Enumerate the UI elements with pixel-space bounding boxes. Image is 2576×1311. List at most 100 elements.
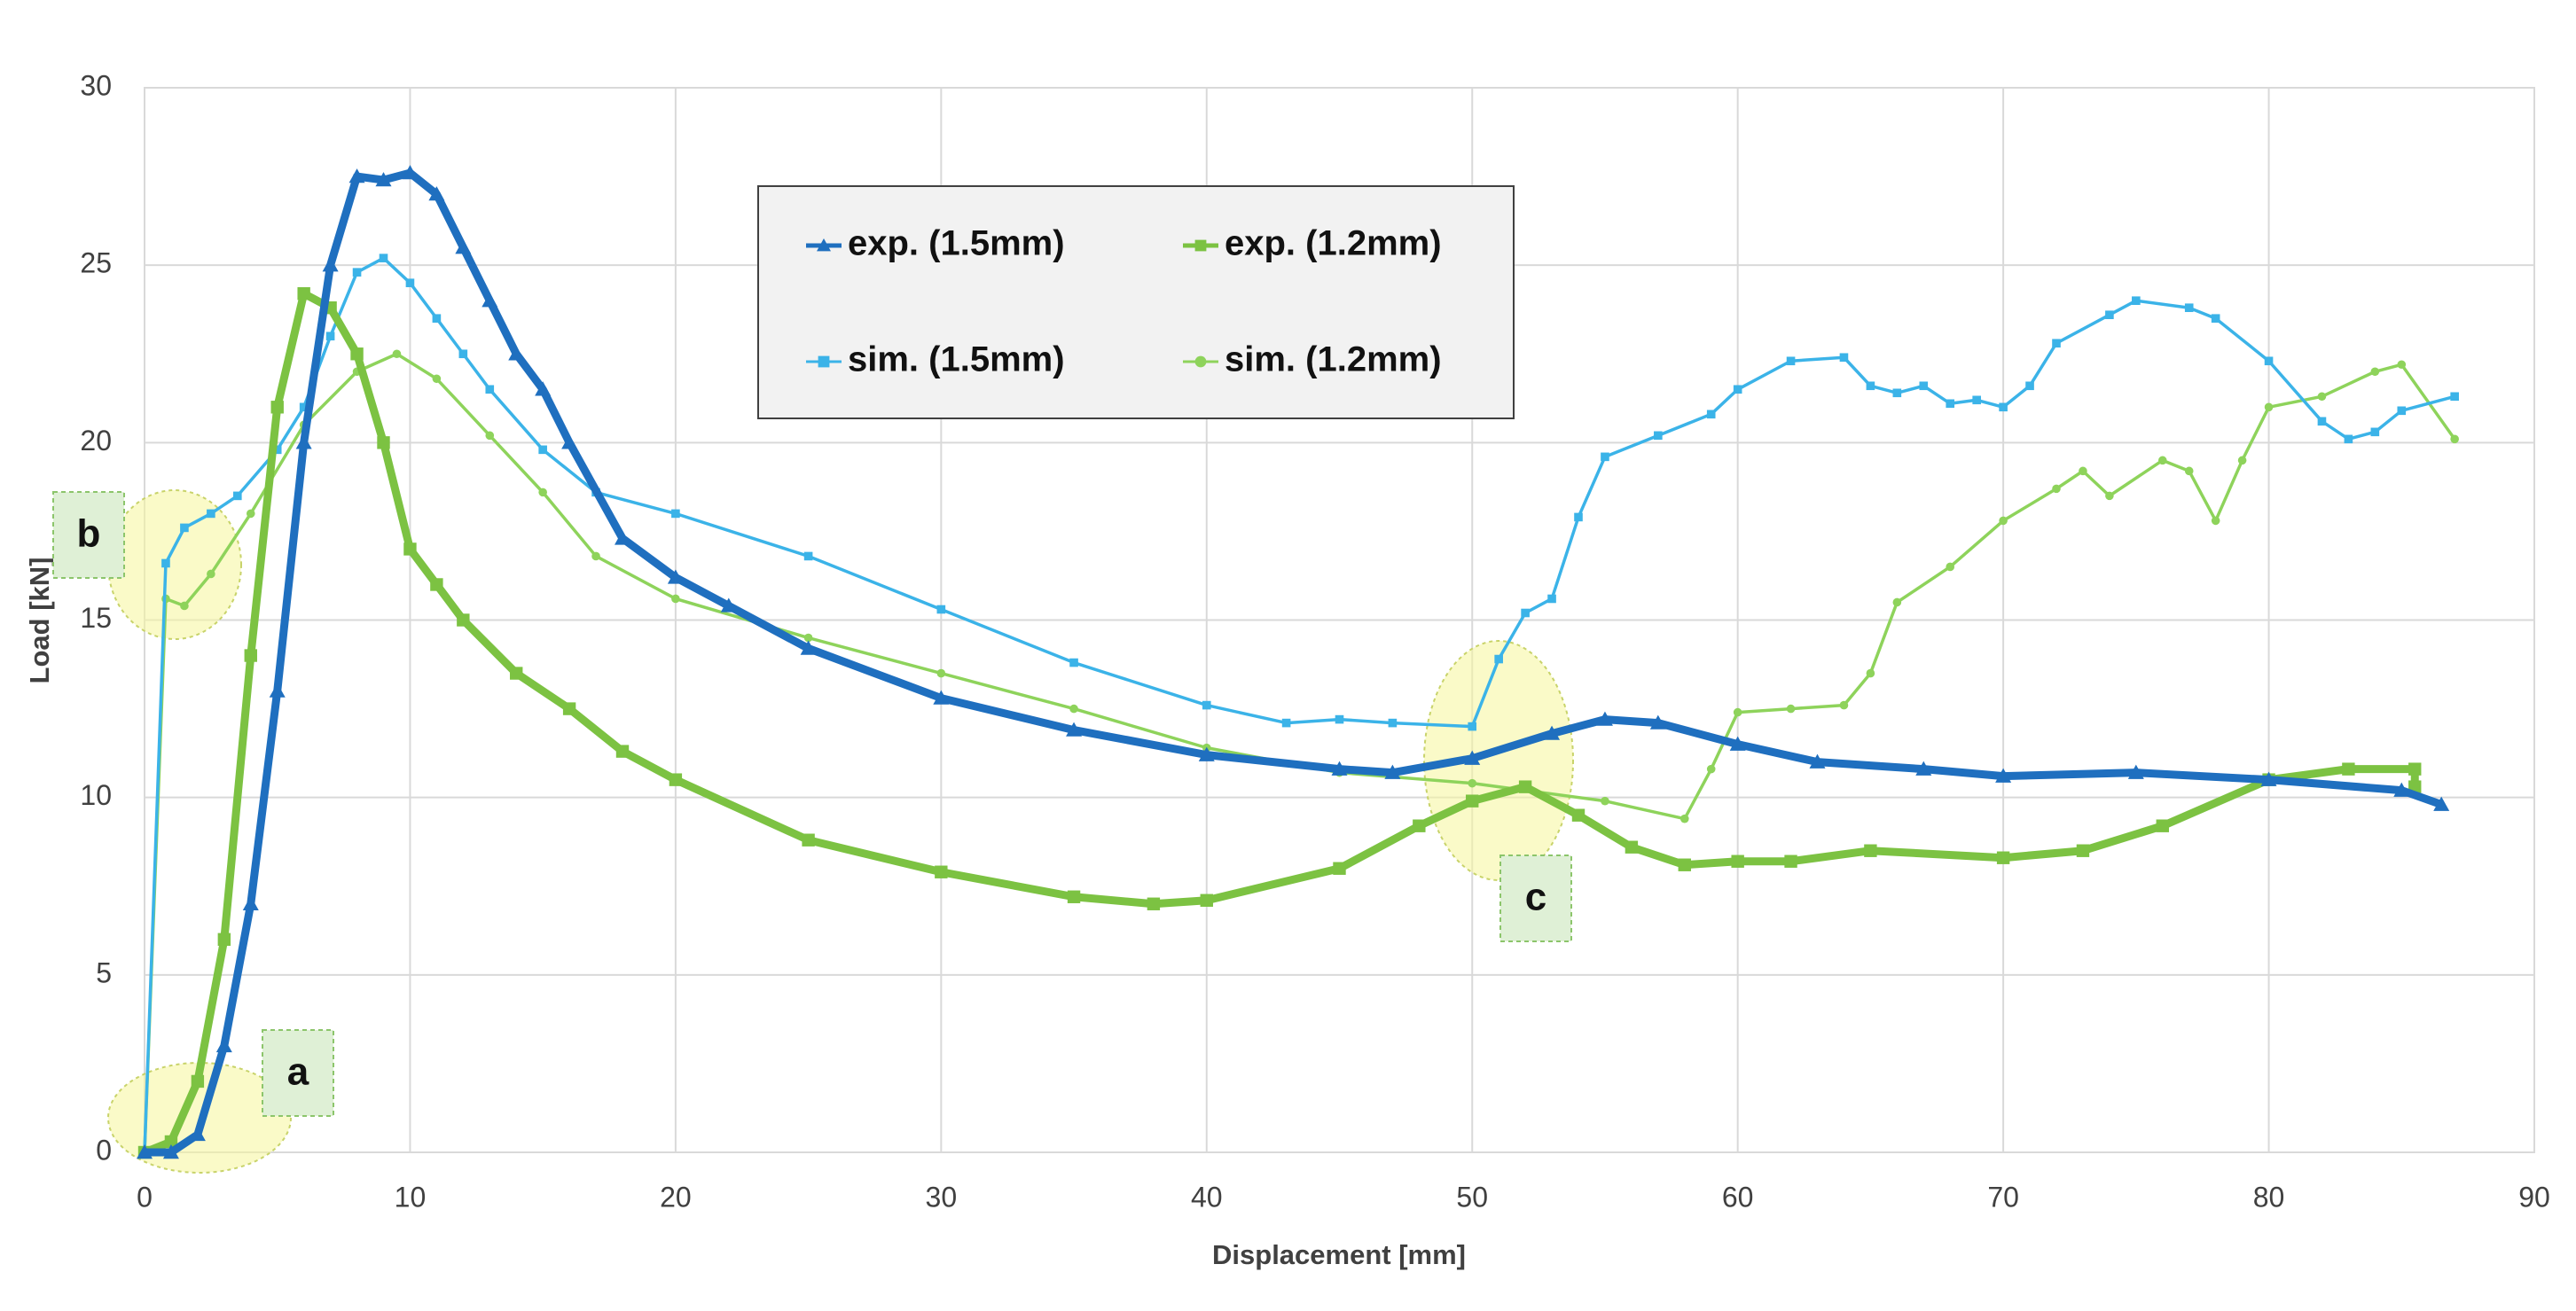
y-tick-label: 30 [80,69,112,101]
marker [671,509,680,519]
marker [191,1074,205,1089]
x-tick-label: 10 [395,1181,427,1213]
marker [402,165,419,180]
marker [800,640,817,655]
marker [137,1144,153,1159]
marker [432,374,442,384]
marker [485,431,495,441]
marker [322,257,339,272]
annotation-box [262,1029,334,1117]
marker [482,293,498,308]
marker [1194,355,1207,368]
legend-label: sim. (1.5mm) [848,340,1065,379]
marker [1466,794,1479,808]
marker [1069,704,1078,714]
marker [392,349,402,359]
marker [2317,392,2327,402]
marker [217,933,231,946]
marker [348,168,365,183]
marker [1464,750,1481,765]
marker [189,1126,206,1142]
marker [1892,388,1902,398]
marker [1202,700,1211,710]
marker [538,488,547,497]
marker [562,702,576,715]
marker [1494,654,1503,664]
marker [2237,456,2247,465]
annotation-box [52,491,125,579]
marker [297,286,310,300]
marker [207,569,215,579]
marker [1596,711,1613,726]
legend-label: sim. (1.2mm) [1225,340,1442,379]
marker [1706,764,1716,774]
marker [1679,814,1689,823]
marker [428,186,445,201]
y-tick-label: 25 [80,247,112,279]
marker [667,569,684,584]
marker [244,649,257,662]
legend: exp. (1.5mm) exp. (1.2mm) sim. (1.5mm) sim.… [757,185,1515,419]
marker [2260,771,2277,786]
marker [615,745,630,758]
marker [671,594,680,604]
x-tick-label: 30 [926,1181,958,1213]
x-tick-label: 60 [1722,1181,1754,1213]
marker [2370,427,2380,437]
marker [1333,862,1346,875]
marker [1574,512,1583,522]
marker [403,542,417,556]
x-tick-label: 70 [1987,1181,2019,1213]
marker [535,381,552,396]
marker [2397,360,2407,370]
marker [2211,516,2220,526]
marker [1999,516,2008,526]
marker [803,551,813,561]
marker [2052,339,2061,348]
marker [1413,819,1426,832]
annotation-box [1499,854,1572,942]
marker [2317,417,2327,426]
marker [2370,367,2380,377]
y-tick-label: 10 [80,779,112,811]
marker [242,895,259,910]
x-tick-label: 50 [1456,1181,1488,1213]
marker [2156,819,2169,832]
marker [1147,897,1161,910]
marker [233,491,242,501]
marker [2127,764,2144,779]
series [137,165,2459,1159]
marker [2105,491,2114,501]
marker [215,1037,232,1053]
marker [1915,761,1932,776]
marker [270,401,284,414]
marker [1625,840,1639,854]
marker [430,578,443,591]
marker [457,613,470,627]
annotation-label: a [287,1050,309,1094]
marker [2344,434,2353,444]
annotation-label: c [1525,876,1546,919]
marker [1571,808,1586,822]
marker [538,445,547,455]
marker [1601,452,1609,462]
marker [2079,466,2087,476]
marker [375,172,392,187]
marker [1706,410,1716,419]
marker [269,683,286,698]
x-tick-label: 20 [660,1181,692,1213]
marker [1786,704,1796,714]
marker [1733,707,1742,717]
marker [1331,761,1348,776]
marker [1678,858,1691,871]
marker [2450,434,2459,444]
marker [180,523,189,533]
marker [1521,608,1530,618]
marker [1996,851,2010,864]
marker [1919,381,1929,391]
marker [1866,668,1875,678]
marker [2264,402,2274,412]
marker [1839,353,1849,363]
y-tick-label: 15 [80,602,112,634]
marker [164,1135,178,1149]
